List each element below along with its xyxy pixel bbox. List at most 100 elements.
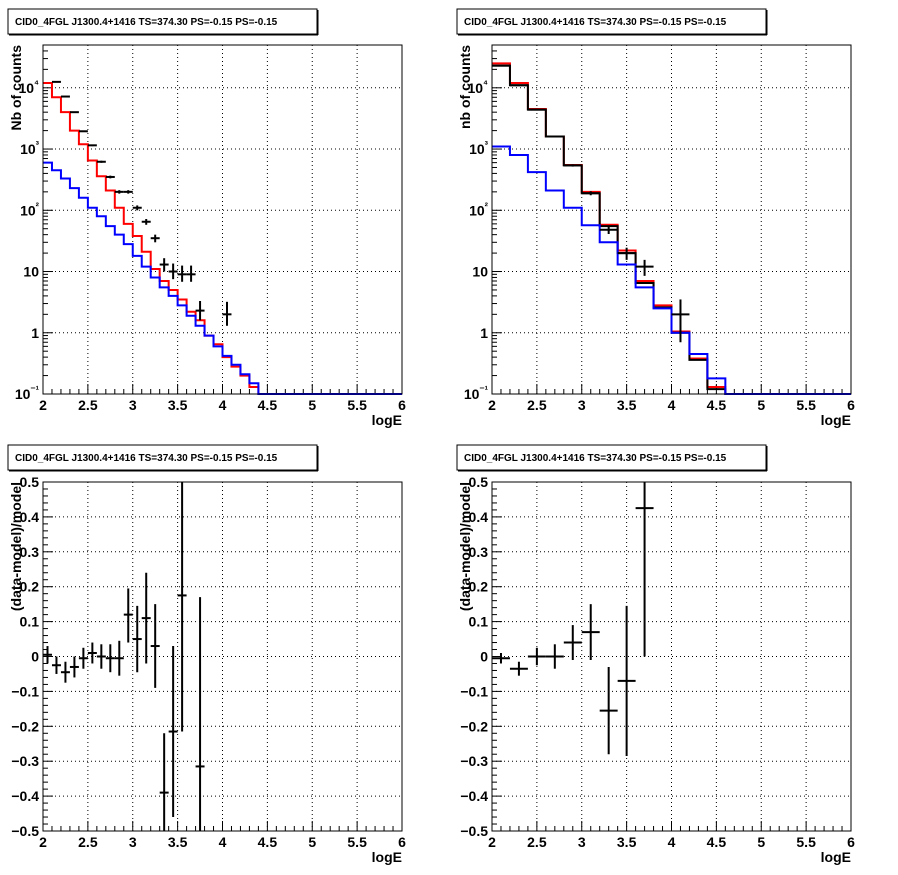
x-axis-title: logE (821, 412, 851, 428)
y-tick-label: 0.3 (20, 544, 40, 560)
x-tick-label: 5 (757, 834, 765, 850)
y-axis-title: (data-model)/model (457, 482, 473, 611)
x-tick-label: 5.5 (796, 834, 816, 850)
y-tick-label: −0.1 (11, 683, 39, 699)
chart-counts-right: 2 2.5 3 3.5 4 4.5 5 5.5 6 10⁻¹ 1 10 10² 10³ 10⁴ logE nb … (456, 8, 855, 428)
pad-top-left: 2 2.5 3 3.5 4 4.5 5 5.5 6 10⁻¹ 1 10 10² 10³ 10⁴ logE Nb … (0, 0, 449, 437)
plot-frame (491, 44, 852, 395)
x-axis-title: logE (372, 849, 402, 865)
pad-bottom-right: 2 2.5 3 3.5 4 4.5 5 5.5 6 −0.5 −0.4 −0.3 −0.2 −0.1 0 0.… (449, 437, 898, 875)
y-axis-title: nb of counts (457, 45, 473, 129)
x-tick-label: 4.5 (707, 834, 727, 850)
chart-residual-right: 2 2.5 3 3.5 4 4.5 5 5.5 6 −0.5 −0.4 −0.3 −0.2 −0.1 0 0.… (456, 444, 855, 865)
y-tick-label: −0.4 (460, 788, 488, 804)
x-tick-label: 6 (398, 834, 406, 850)
x-tick-label: 4 (219, 397, 227, 413)
y-tick-label: 10⁴ (467, 79, 488, 96)
y-tick-label: 0.5 (20, 474, 40, 490)
y-tick-label: 10 (472, 264, 488, 280)
chart-title-box: CID0_4FGL J1300.4+1416 TS=374.30 PS=-0.1… (456, 8, 768, 36)
plot-frame (42, 481, 403, 832)
x-tick-label: 4.5 (258, 834, 278, 850)
y-tick-label: 10² (469, 201, 489, 218)
y-tick-label: −0.3 (460, 753, 488, 769)
x-tick-label: 2.5 (527, 834, 547, 850)
title-box-shadow-right (317, 446, 319, 471)
y-tick-label: 10⁻¹ (464, 385, 489, 402)
x-axis-title: logE (372, 412, 402, 428)
y-tick-label: 0.5 (469, 474, 489, 490)
chart-counts-left: 2 2.5 3 3.5 4 4.5 5 5.5 6 10⁻¹ 1 10 10² 10³ 10⁴ logE Nb … (7, 8, 406, 428)
x-tick-label: 4 (219, 834, 227, 850)
y-tick-label: 10³ (20, 140, 40, 157)
x-tick-label: 3.5 (168, 397, 188, 413)
x-tick-label: 4 (668, 397, 676, 413)
title-box-shadow-right (766, 446, 768, 471)
y-tick-label: 0.1 (20, 614, 40, 630)
x-tick-label: 5.5 (347, 397, 367, 413)
y-axis-title: Nb of counts (8, 45, 24, 131)
chart-title: CID0_4FGL J1300.4+1416 TS=374.30 PS=-0.1… (464, 17, 727, 28)
chart-title-box: CID0_4FGL J1300.4+1416 TS=374.30 PS=-0.1… (7, 444, 319, 472)
y-tick-label: 0.4 (20, 509, 40, 525)
y-tick-label: −0.1 (460, 683, 488, 699)
x-tick-label: 3.5 (617, 397, 637, 413)
chart-title-box: CID0_4FGL J1300.4+1416 TS=374.30 PS=-0.1… (456, 444, 768, 472)
x-tick-label: 6 (847, 397, 855, 413)
y-tick-label: −0.4 (11, 788, 39, 804)
y-tick-label: −0.5 (11, 823, 39, 839)
y-tick-label: 0.2 (469, 579, 489, 595)
plot-area (43, 45, 402, 394)
title-box-frame (456, 8, 767, 35)
x-tick-label: 3 (578, 834, 586, 850)
chart-title: CID0_4FGL J1300.4+1416 TS=374.30 PS=-0.1… (464, 453, 727, 464)
title-box-frame (7, 8, 318, 35)
plot-frame (42, 44, 403, 395)
y-tick-label: 0.3 (469, 544, 489, 560)
y-axis-title: (data-model)/model (8, 482, 24, 611)
x-tick-label: 2 (39, 397, 47, 413)
y-tick-label: 10⁻¹ (15, 385, 40, 402)
y-tick-label: 1 (31, 325, 39, 341)
x-tick-label: 6 (847, 834, 855, 850)
x-tick-label: 4.5 (258, 397, 278, 413)
chart-residual-left: 2 2.5 3 3.5 4 4.5 5 5.5 6 −0.5 −0.4 −0.3 −0.2 −0.1 0 0.… (7, 444, 406, 865)
x-tick-label: 2.5 (78, 834, 98, 850)
title-box-shadow-right (766, 10, 768, 35)
chart-title: CID0_4FGL J1300.4+1416 TS=374.30 PS=-0.1… (15, 453, 278, 464)
x-tick-label: 2.5 (78, 397, 98, 413)
x-tick-label: 2.5 (527, 397, 547, 413)
x-tick-label: 2 (39, 834, 47, 850)
y-tick-label: 0.2 (20, 579, 40, 595)
plot-area (492, 45, 851, 394)
x-tick-label: 2 (488, 397, 496, 413)
x-tick-label: 4 (668, 834, 676, 850)
title-box-shadow (9, 470, 318, 472)
x-tick-label: 5.5 (796, 397, 816, 413)
y-tick-label: 1 (480, 325, 488, 341)
title-box-shadow-right (317, 10, 319, 35)
title-box-shadow (458, 470, 767, 472)
x-tick-label: 6 (398, 397, 406, 413)
y-tick-label: −0.3 (11, 753, 39, 769)
y-tick-label: 0 (31, 649, 39, 665)
title-box-frame (456, 444, 767, 471)
y-tick-label: 10 (23, 264, 39, 280)
y-tick-label: 10³ (469, 140, 489, 157)
y-tick-label: 0.4 (469, 509, 489, 525)
x-tick-label: 3 (578, 397, 586, 413)
title-box-shadow (9, 34, 318, 36)
x-tick-label: 5 (757, 397, 765, 413)
x-tick-label: 3 (129, 834, 137, 850)
y-tick-label: −0.2 (11, 718, 39, 734)
x-tick-label: 2 (488, 834, 496, 850)
x-tick-label: 3 (129, 397, 137, 413)
x-tick-label: 5.5 (347, 834, 367, 850)
chart-title: CID0_4FGL J1300.4+1416 TS=374.30 PS=-0.1… (15, 17, 278, 28)
title-box-shadow (458, 34, 767, 36)
y-tick-label: 10² (20, 201, 40, 218)
x-tick-label: 3.5 (168, 834, 188, 850)
chart-title-box: CID0_4FGL J1300.4+1416 TS=374.30 PS=-0.1… (7, 8, 319, 36)
x-tick-label: 5 (308, 834, 316, 850)
